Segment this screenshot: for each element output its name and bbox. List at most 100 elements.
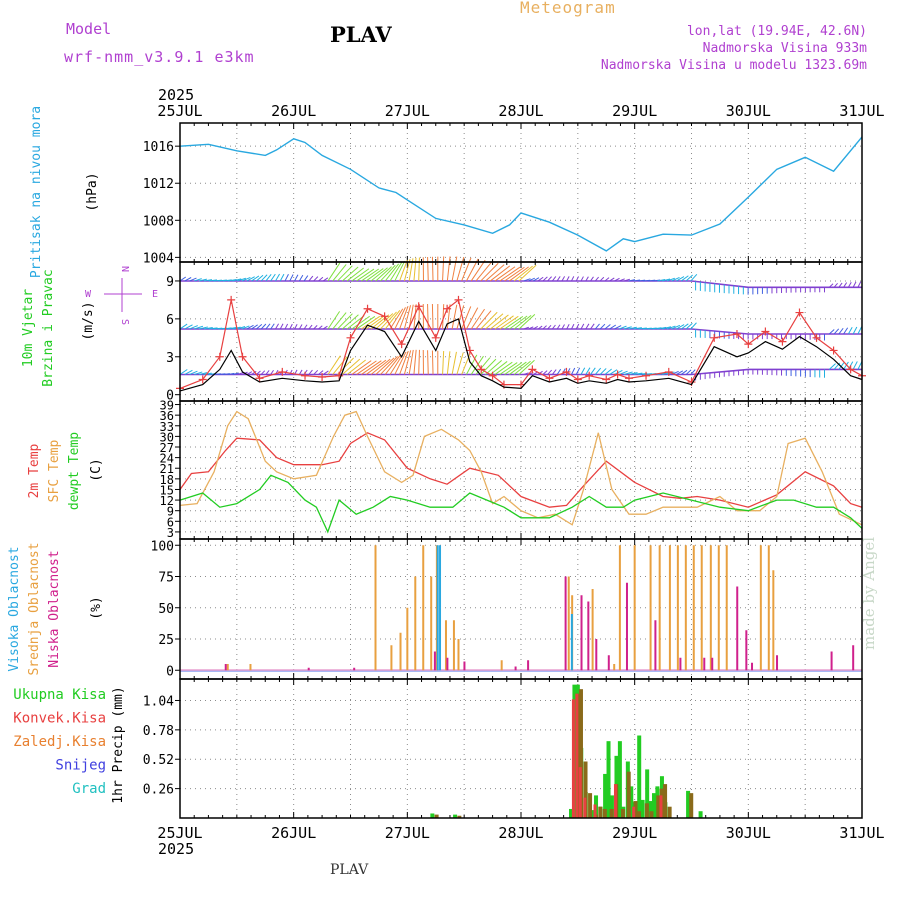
wind-arrow (341, 358, 361, 375)
lonlat-label: lon,lat (19.94E, 42.6N) (686, 24, 867, 39)
wind-arrow (370, 267, 388, 282)
wind-series-direction-5- (180, 328, 862, 335)
y-tick-label: 9 (167, 505, 174, 519)
wind-arrow (609, 324, 617, 330)
wind-arrow (327, 311, 341, 330)
top-date-label: 26JUL (271, 102, 316, 120)
wind-arrow (294, 274, 299, 282)
wind-arrow (843, 282, 848, 288)
wind-arrow (308, 324, 313, 330)
model-label: Model (66, 20, 112, 38)
wind-arrow (189, 325, 198, 330)
cloud-bar (446, 657, 449, 671)
precip-bar (617, 741, 622, 818)
wind-series-wind-speed (179, 318, 863, 392)
y-tick-label: 36 (160, 409, 174, 423)
top-date-label: 29JUL (612, 102, 657, 120)
y-tick-label: 0.78 (143, 724, 174, 739)
gust-marker (238, 352, 247, 361)
wind-arrow (551, 369, 557, 375)
wind-arrow (556, 324, 561, 330)
gust-marker (562, 367, 571, 376)
gust-marker (761, 327, 770, 336)
wind-arrow (232, 372, 239, 375)
gust-marker (215, 352, 224, 361)
wind-arrow (456, 305, 465, 330)
wind-arrow (384, 310, 401, 330)
wind-arrow (518, 314, 536, 330)
cloud-bar (776, 655, 779, 671)
wind-arrow (666, 277, 675, 282)
station-title: PLAV (330, 22, 392, 47)
gust-marker (363, 304, 372, 313)
wind-arrow (431, 350, 434, 375)
wind-arrow (394, 307, 406, 330)
wind-arrow (490, 265, 511, 282)
wind-arrow (375, 357, 395, 375)
wind-arrow (346, 315, 365, 330)
y-tick-label: 100 (151, 539, 174, 554)
cloud-bar (618, 545, 621, 671)
wind-arrow (623, 371, 633, 375)
wind-arrow (327, 355, 341, 375)
precip-bar (626, 771, 631, 818)
wind-arrow (251, 275, 260, 282)
y-tick-label: 12 (160, 494, 174, 508)
wind-arrow (284, 323, 289, 330)
wind-arrow (298, 274, 304, 282)
wind-arrow (680, 275, 689, 282)
wind-arrow (542, 370, 548, 375)
precip-bar (575, 693, 579, 818)
y-tick-label: 3 (166, 351, 174, 366)
wind-arrow (308, 275, 314, 282)
wind-arrow (322, 277, 329, 282)
cloud-bar (692, 545, 695, 671)
wind-arrow (599, 368, 607, 375)
wind-arrow (446, 351, 451, 375)
precip-bar (686, 790, 691, 818)
y-tick-label: 27 (160, 441, 174, 455)
cloud-bar (433, 651, 436, 671)
precip-bar (590, 810, 595, 818)
top-date-label: 28JUL (498, 102, 543, 120)
wind-arrow (628, 279, 636, 282)
top-date-label: 31JUL (839, 102, 884, 120)
pressure-series-mslp (179, 136, 863, 252)
wind-arrow (332, 264, 347, 282)
wind-arrow (513, 360, 531, 375)
gust-marker (528, 365, 537, 374)
precip-bar (651, 793, 656, 818)
wind-arrow (475, 261, 493, 282)
wind-arrow (671, 324, 681, 330)
wind-arrow (260, 323, 267, 330)
wind-arrow (446, 256, 451, 282)
wind-arrow (237, 326, 246, 330)
wind-arrow (585, 276, 589, 282)
wind-arrow (284, 274, 289, 282)
wind-arrow (690, 369, 696, 375)
cloud-bar (625, 582, 628, 671)
wind-arrow (203, 372, 212, 375)
cloud-bar (711, 657, 714, 671)
cloud-bar (249, 664, 252, 671)
wind-arrow (260, 370, 266, 375)
pressure-ylabel: Pritisak na nivou mora (29, 106, 44, 278)
bottom-date-label: 26JUL (271, 824, 316, 842)
wind-arrow (676, 370, 684, 375)
wind-arrow (289, 274, 294, 282)
y-tick-label: 75 (158, 571, 174, 586)
precip-bar (430, 813, 435, 818)
wind-arrow (662, 326, 672, 330)
gust-marker (778, 337, 787, 346)
wind-arrow (375, 266, 392, 282)
compass-cross (104, 278, 142, 312)
wind-arrow (480, 311, 498, 330)
wind-arrow (351, 315, 370, 330)
wind-arrow (356, 316, 376, 330)
cloud-bar (457, 639, 460, 671)
wind-arrow (251, 370, 257, 375)
cloud-bar (399, 632, 402, 671)
wind-arrow (389, 308, 404, 330)
wind-arrow (528, 277, 535, 282)
wind-arrow (657, 279, 666, 282)
